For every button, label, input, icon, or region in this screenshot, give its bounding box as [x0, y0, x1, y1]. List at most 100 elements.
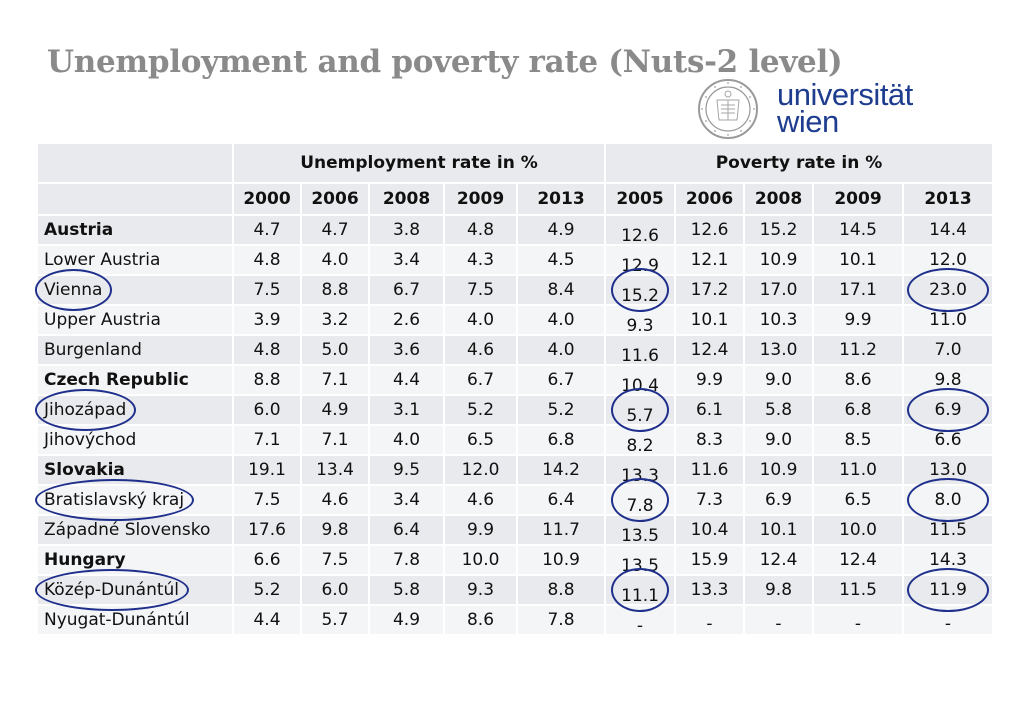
unemployment-cell: 9.9 [443, 514, 518, 546]
unemployment-cell: 4.9 [516, 214, 606, 246]
table-row: Bratislavský kraj 7.5 4.6 3.4 4.6 6.4 7.8 7.3 6.… [36, 484, 994, 516]
table-row: Közép-Dunántúl 5.2 6.0 5.8 9.3 8.8 11.1 13.3 9.8… [36, 574, 994, 606]
poverty-cell: 11.6 [674, 454, 745, 486]
poverty-cell: 6.6 [902, 424, 994, 456]
poverty-cell: 17.0 [743, 274, 814, 306]
table-row: Upper Austria 3.9 3.2 2.6 4.0 4.0 9.3 10.1 10.3 9… [36, 304, 994, 336]
poverty-cell: 11.2 [812, 334, 904, 366]
unemployment-cell: 4.4 [368, 364, 445, 396]
corner-cell [36, 182, 234, 216]
poverty-cell: 5.7 [604, 394, 676, 426]
unemployment-cell: 4.8 [232, 334, 302, 366]
region-name-cell: Jihozápad [36, 394, 234, 426]
poverty-cell: 10.9 [743, 244, 814, 276]
poverty-cell: 12.1 [674, 244, 745, 276]
poverty-cell: 10.1 [743, 514, 814, 546]
poverty-cell: 11.1 [604, 574, 676, 606]
poverty-cell: 14.3 [902, 544, 994, 576]
table-row: Jihozápad 6.0 4.9 3.1 5.2 5.2 5.7 6.1 5.8 6.8 6.9 [36, 394, 994, 426]
poverty-2005-value: 9.3 [626, 316, 654, 336]
unemployment-cell: 11.7 [516, 514, 606, 546]
university-seal-icon [698, 79, 758, 139]
year-header: 2013 [902, 182, 994, 216]
poverty-cell: 17.1 [812, 274, 904, 306]
unemployment-cell: 17.6 [232, 514, 302, 546]
year-header: 2009 [443, 182, 518, 216]
unemployment-cell: 7.5 [300, 544, 370, 576]
poverty-cell: 12.6 [604, 214, 676, 246]
year-header: 2008 [743, 182, 814, 216]
wordmark-line-2: wien [777, 104, 839, 139]
table-row: Západné Slovensko 17.6 9.8 6.4 9.9 11.7 13.5 10… [36, 514, 994, 546]
university-wordmark: universität wien [777, 77, 913, 139]
poverty-2005-value: 13.3 [621, 466, 659, 486]
poverty-cell: 9.8 [902, 364, 994, 396]
unemployment-cell: 4.8 [232, 244, 302, 276]
unemployment-cell: 9.5 [368, 454, 445, 486]
poverty-cell: 11.6 [604, 334, 676, 366]
poverty-cell: - [743, 604, 814, 636]
unemployment-cell: 14.2 [516, 454, 606, 486]
unemployment-cell: 7.1 [300, 424, 370, 456]
unemployment-cell: 3.8 [368, 214, 445, 246]
poverty-cell: 15.9 [674, 544, 745, 576]
unemployment-cell: 4.4 [232, 604, 302, 636]
unemployment-cell: 7.8 [368, 544, 445, 576]
poverty-2005-value: - [636, 616, 644, 636]
unemployment-cell: 6.4 [368, 514, 445, 546]
poverty-2005-value: 12.9 [621, 256, 659, 276]
poverty-2005-value: 12.6 [621, 226, 659, 246]
unemployment-cell: 4.0 [443, 304, 518, 336]
table-row: Lower Austria 4.8 4.0 3.4 4.3 4.5 12.9 12.1 10.9… [36, 244, 994, 276]
poverty-2005-value: 11.6 [621, 346, 659, 366]
unemployment-cell: 7.5 [232, 484, 302, 516]
poverty-cell: 8.3 [674, 424, 745, 456]
corner-cell [36, 142, 234, 184]
poverty-cell: 6.8 [812, 394, 904, 426]
poverty-cell: 15.2 [743, 214, 814, 246]
unemployment-cell: 8.4 [516, 274, 606, 306]
unemployment-cell: 7.5 [232, 274, 302, 306]
unemployment-cell: 7.5 [443, 274, 518, 306]
poverty-cell: 8.0 [902, 484, 994, 516]
unemployment-cell: 3.9 [232, 304, 302, 336]
table-row: Nyugat-Dunántúl 4.4 5.7 4.9 8.6 7.8- - - - - [36, 604, 994, 636]
year-header: 2006 [300, 182, 370, 216]
unemployment-cell: 4.6 [443, 484, 518, 516]
poverty-cell: 10.4 [674, 514, 745, 546]
unemployment-cell: 13.4 [300, 454, 370, 486]
unemployment-cell: 3.4 [368, 484, 445, 516]
unemployment-cell: 6.0 [232, 394, 302, 426]
unemployment-cell: 7.1 [232, 424, 302, 456]
unemployment-cell: 7.8 [516, 604, 606, 636]
wordmark-line-1: universität [777, 77, 913, 112]
unemployment-cell: 4.5 [516, 244, 606, 276]
poverty-cell: 13.5 [604, 544, 676, 576]
region-name-cell: Czech Republic [36, 364, 234, 396]
poverty-cell: 10.1 [812, 244, 904, 276]
poverty-cell: 12.4 [674, 334, 745, 366]
unemployment-cell: 4.9 [368, 604, 445, 636]
year-header: 2006 [674, 182, 745, 216]
poverty-cell: 12.9 [604, 244, 676, 276]
poverty-cell: - [902, 604, 994, 636]
poverty-cell: - [674, 604, 745, 636]
poverty-cell: 7.0 [902, 334, 994, 366]
unemployment-cell: 10.0 [443, 544, 518, 576]
poverty-cell: 13.3 [674, 574, 745, 606]
region-name-cell: Lower Austria [36, 244, 234, 276]
year-header: 2000 [232, 182, 302, 216]
region-name-cell: Burgenland [36, 334, 234, 366]
poverty-cell: - [604, 604, 676, 636]
poverty-cell: 12.0 [902, 244, 994, 276]
unemployment-cell: 9.8 [300, 514, 370, 546]
unemployment-cell: 6.4 [516, 484, 606, 516]
region-name-cell: Vienna [36, 274, 234, 306]
poverty-cell: 11.5 [812, 574, 904, 606]
unemployment-cell: 19.1 [232, 454, 302, 486]
poverty-cell: 10.9 [743, 454, 814, 486]
unemployment-cell: 6.7 [443, 364, 518, 396]
unemployment-cell: 4.7 [232, 214, 302, 246]
unemployment-cell: 6.5 [443, 424, 518, 456]
poverty-cell: 10.0 [812, 514, 904, 546]
